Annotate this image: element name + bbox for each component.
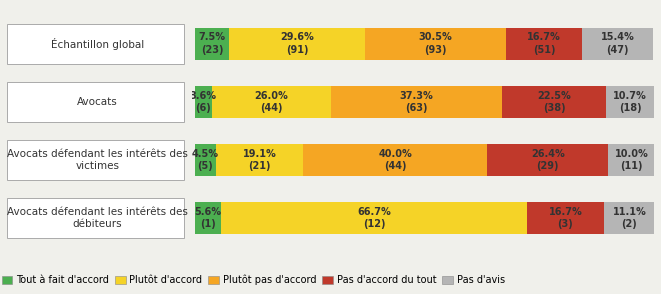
Text: Avocats défendant les intérêts des
victimes: Avocats défendant les intérêts des victi… [7,149,188,171]
FancyBboxPatch shape [7,82,184,122]
Bar [604,202,655,234]
Bar [212,86,331,118]
Text: 26.4%
(29): 26.4% (29) [531,149,564,171]
Text: 4.5%
(5): 4.5% (5) [192,149,219,171]
Text: 16.7%
(3): 16.7% (3) [549,207,582,229]
Text: 29.6%
(91): 29.6% (91) [280,32,315,55]
Text: 15.4%
(47): 15.4% (47) [601,32,635,55]
Text: Avocats: Avocats [77,97,118,107]
Bar [215,144,303,176]
Bar [331,86,502,118]
Bar [229,28,366,60]
Bar [502,86,605,118]
Bar [582,28,653,60]
Bar [506,28,582,60]
Text: 22.5%
(38): 22.5% (38) [537,91,571,113]
Bar [195,86,212,118]
FancyBboxPatch shape [7,24,184,64]
Legend: Tout à fait d'accord, Plutôt d'accord, Plutôt pas d'accord, Pas d'accord du tout: Tout à fait d'accord, Plutôt d'accord, P… [0,271,509,289]
Bar [195,144,215,176]
Text: Échantillon global: Échantillon global [51,38,144,50]
Text: 11.1%
(2): 11.1% (2) [613,207,646,229]
Bar [195,28,229,60]
Bar [303,144,487,176]
Text: 16.7%
(51): 16.7% (51) [527,32,561,55]
Text: 30.5%
(93): 30.5% (93) [418,32,452,55]
Text: 7.5%
(23): 7.5% (23) [199,32,225,55]
Text: 19.1%
(21): 19.1% (21) [243,149,276,171]
Bar [605,86,655,118]
Bar [221,202,527,234]
Text: 10.0%
(11): 10.0% (11) [615,149,648,171]
Bar [527,202,604,234]
Bar [366,28,506,60]
Text: Avocats défendant les intérêts des
débiteurs: Avocats défendant les intérêts des débit… [7,207,188,229]
Bar [487,144,608,176]
Text: 40.0%
(44): 40.0% (44) [378,149,412,171]
Text: 26.0%
(44): 26.0% (44) [254,91,288,113]
Text: 10.7%
(18): 10.7% (18) [613,91,647,113]
FancyBboxPatch shape [7,140,184,180]
Text: 3.6%
(6): 3.6% (6) [190,91,217,113]
Text: 66.7%
(12): 66.7% (12) [357,207,391,229]
Text: 5.6%
(1): 5.6% (1) [194,207,221,229]
Bar [608,144,654,176]
Text: 37.3%
(63): 37.3% (63) [400,91,434,113]
FancyBboxPatch shape [7,198,184,238]
Bar [195,202,221,234]
